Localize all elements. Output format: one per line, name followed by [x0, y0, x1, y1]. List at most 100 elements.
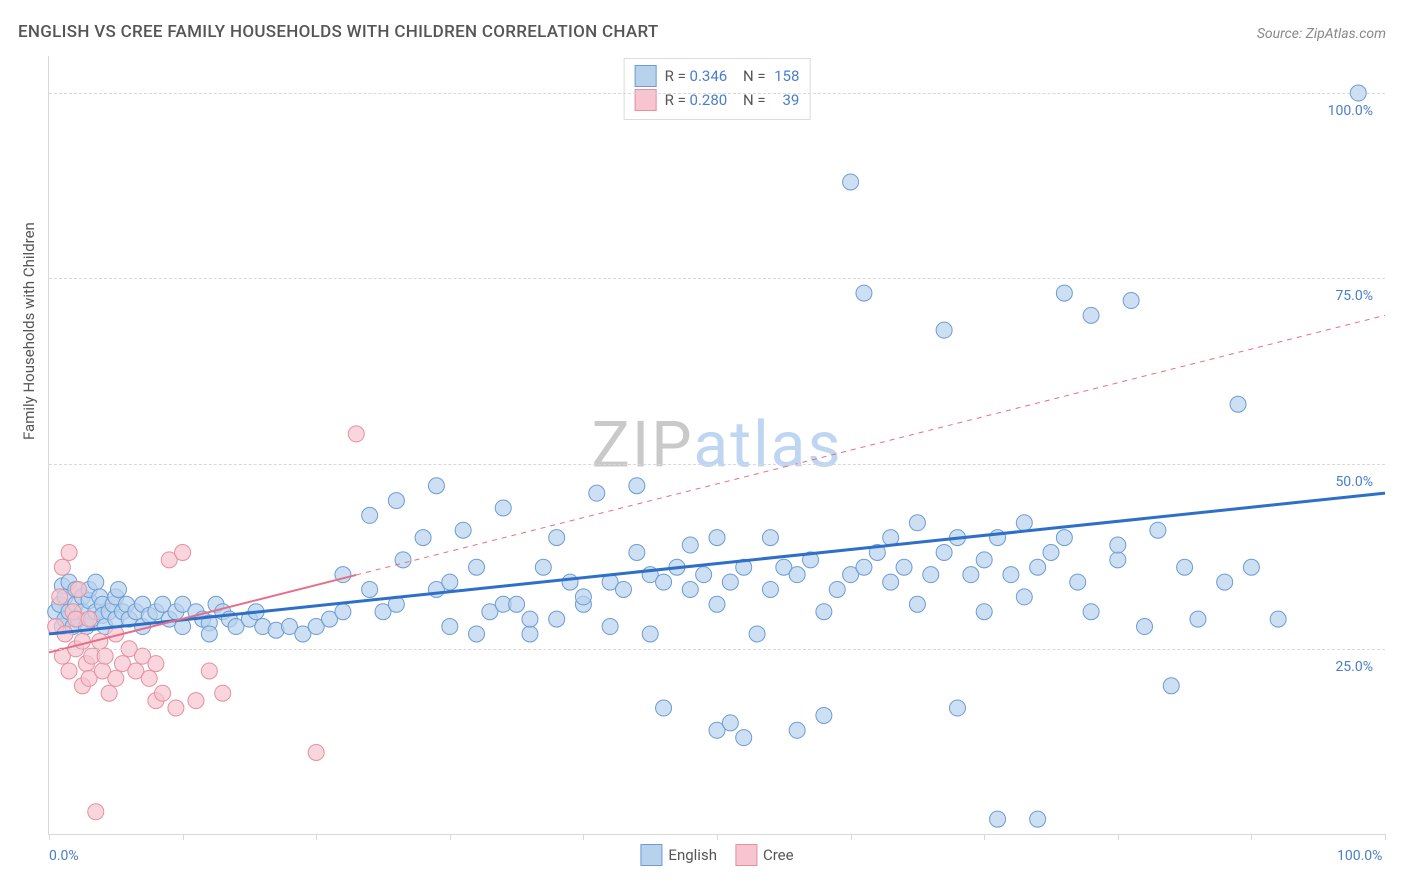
data-point — [816, 707, 832, 723]
data-point — [629, 478, 645, 494]
data-point — [1217, 574, 1233, 590]
data-point — [749, 626, 765, 642]
x-tick — [717, 834, 718, 840]
data-point — [642, 626, 658, 642]
gridline — [49, 278, 1385, 279]
data-point — [1083, 604, 1099, 620]
legend-item: Cree — [735, 844, 794, 866]
data-point — [656, 700, 672, 716]
legend-label: English — [668, 846, 717, 864]
data-point — [1056, 285, 1072, 301]
data-point — [535, 559, 551, 575]
data-point — [549, 611, 565, 627]
data-point — [415, 530, 431, 546]
data-point — [1030, 811, 1046, 827]
data-point — [736, 730, 752, 746]
data-point — [1123, 293, 1139, 309]
x-tick — [851, 834, 852, 840]
data-point — [549, 530, 565, 546]
data-point — [442, 619, 458, 635]
data-point — [74, 633, 90, 649]
data-point — [976, 552, 992, 568]
data-point — [1163, 678, 1179, 694]
data-point — [709, 530, 725, 546]
y-tick-label: 25.0% — [1335, 659, 1373, 675]
x-tick — [1251, 834, 1252, 840]
data-point — [61, 663, 77, 679]
legend-swatch — [735, 844, 757, 866]
data-point — [789, 722, 805, 738]
legend-swatch — [635, 65, 657, 87]
data-point — [495, 500, 511, 516]
data-point — [388, 493, 404, 509]
stats-legend: R = 0.346 N = 158R = 0.280 N = 39 — [624, 58, 811, 120]
data-point — [1177, 559, 1193, 575]
x-tick — [1385, 834, 1386, 840]
y-tick-label: 50.0% — [1335, 474, 1373, 490]
plot-svg — [49, 56, 1385, 834]
data-point — [168, 700, 184, 716]
source-label: Source: — [1257, 26, 1302, 42]
data-point — [682, 581, 698, 597]
data-point — [54, 559, 70, 575]
data-point — [656, 574, 672, 590]
y-tick-label: 100.0% — [1328, 103, 1373, 119]
y-tick-label: 75.0% — [1335, 288, 1373, 304]
data-point — [1190, 611, 1206, 627]
data-point — [575, 589, 591, 605]
x-tick — [450, 834, 451, 840]
stats-legend-text: R = 0.346 N = 158 — [665, 67, 800, 85]
data-point — [148, 656, 164, 672]
data-point — [856, 559, 872, 575]
data-point — [816, 604, 832, 620]
legend-swatch — [640, 844, 662, 866]
data-point — [789, 567, 805, 583]
x-tick — [183, 834, 184, 840]
data-point — [1043, 544, 1059, 560]
x-tick-label: 100.0% — [1337, 848, 1382, 864]
data-point — [696, 567, 712, 583]
data-point — [829, 581, 845, 597]
data-point — [469, 626, 485, 642]
x-tick — [583, 834, 584, 840]
gridline — [49, 649, 1385, 650]
data-point — [1016, 589, 1032, 605]
data-point — [522, 626, 538, 642]
data-point — [589, 485, 605, 501]
data-point — [61, 544, 77, 560]
data-point — [762, 530, 778, 546]
scatter-plot: ZIPatlas R = 0.346 N = 158R = 0.280 N = … — [48, 56, 1385, 835]
data-point — [856, 285, 872, 301]
x-tick — [49, 834, 50, 840]
data-point — [883, 574, 899, 590]
data-point — [1016, 515, 1032, 531]
data-point — [615, 581, 631, 597]
data-point — [1083, 307, 1099, 323]
data-point — [522, 611, 538, 627]
data-point — [1150, 522, 1166, 538]
data-point — [909, 596, 925, 612]
data-point — [1270, 611, 1286, 627]
data-point — [1230, 396, 1246, 412]
data-point — [1243, 559, 1259, 575]
data-point — [949, 700, 965, 716]
data-point — [308, 744, 324, 760]
data-point — [52, 589, 68, 605]
data-point — [990, 811, 1006, 827]
data-point — [509, 596, 525, 612]
data-point — [562, 574, 578, 590]
bottom-legend: English Cree — [640, 844, 793, 866]
data-point — [81, 611, 97, 627]
data-point — [843, 174, 859, 190]
data-point — [88, 804, 104, 820]
x-tick — [984, 834, 985, 840]
data-point — [1110, 537, 1126, 553]
data-point — [362, 507, 378, 523]
data-point — [215, 685, 231, 701]
data-point — [348, 426, 364, 442]
data-point — [896, 559, 912, 575]
data-point — [155, 685, 171, 701]
data-point — [201, 663, 217, 679]
data-point — [923, 567, 939, 583]
trend-line-dashed — [356, 315, 1385, 575]
